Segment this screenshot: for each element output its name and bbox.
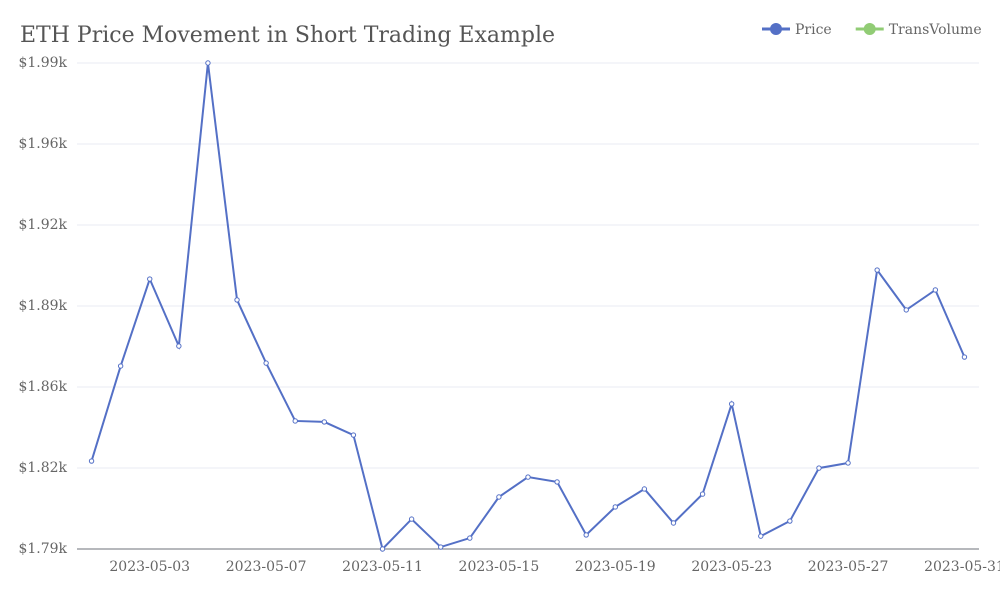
point <box>263 360 269 366</box>
point <box>874 267 880 273</box>
point <box>205 60 211 66</box>
point <box>467 535 473 541</box>
point <box>234 297 240 303</box>
x-tick-label: 2023-05-15 <box>459 559 540 575</box>
point <box>408 516 415 522</box>
point <box>117 363 124 369</box>
chart-title: ETH Price Movement in Short Trading Exam… <box>20 23 555 48</box>
x-tick-label: 2023-05-31 <box>924 559 1000 575</box>
point <box>787 518 793 524</box>
point <box>612 504 618 510</box>
y-tick-label: $1.92k <box>18 217 67 233</box>
point <box>816 465 822 471</box>
y-tick-label: $1.86k <box>18 379 67 395</box>
legend-dot <box>770 23 782 35</box>
point <box>903 307 909 313</box>
point <box>670 520 677 526</box>
point <box>699 491 706 497</box>
point <box>88 458 95 464</box>
y-tick-label: $1.89k <box>18 298 67 314</box>
y-tick-label: $1.99k <box>18 55 67 71</box>
point <box>379 546 386 552</box>
x-tick-label: 2023-05-19 <box>575 559 656 575</box>
legend-label: Price <box>795 22 832 38</box>
y-tick-label: $1.79k <box>18 541 67 557</box>
x-tick-label: 2023-05-11 <box>342 559 423 575</box>
point <box>554 479 560 485</box>
point <box>438 544 444 550</box>
point <box>147 276 153 282</box>
y-tick-label: $1.96k <box>18 136 67 152</box>
x-tick-label: 2023-05-23 <box>691 559 772 575</box>
point <box>932 287 939 293</box>
point <box>641 486 648 492</box>
point <box>176 343 182 349</box>
point <box>583 532 589 538</box>
point <box>961 354 968 360</box>
point <box>728 401 735 407</box>
point <box>525 474 531 480</box>
x-tick-label: 2023-05-27 <box>808 559 889 575</box>
point <box>758 533 764 539</box>
point <box>845 460 851 466</box>
legend-label: TransVolume <box>889 22 982 38</box>
y-tick-label: $1.82k <box>18 460 67 476</box>
x-tick-label: 2023-05-03 <box>109 559 190 575</box>
point <box>350 432 357 438</box>
legend-dot <box>863 23 876 35</box>
point <box>496 494 502 500</box>
point <box>292 418 298 424</box>
x-tick-label: 2023-05-07 <box>226 559 307 575</box>
point <box>321 419 328 425</box>
